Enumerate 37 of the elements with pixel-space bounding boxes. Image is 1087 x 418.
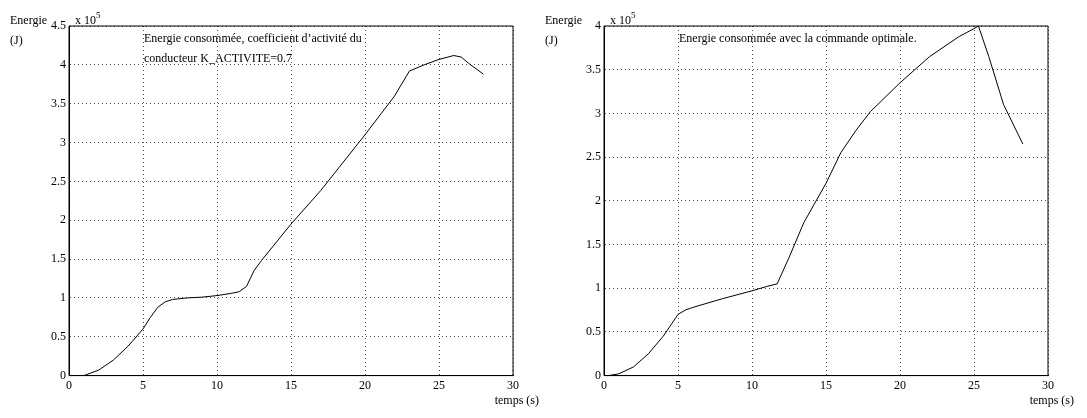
text: Energie consommée, coefficient d’activité du conducteur K_ACTIVITE=0.7 — [144, 31, 362, 65]
y-tick-label: 0 — [60, 367, 66, 382]
y-tick-label: 1 — [595, 280, 601, 295]
x-tick-label: 30 — [507, 377, 519, 392]
x-tick-label: 20 — [359, 377, 371, 392]
y-tick-label: 0 — [595, 367, 601, 382]
x-tick-label: 15 — [820, 377, 832, 392]
y-tick-label: 0.5 — [51, 328, 66, 343]
y-tick-label: 1.5 — [586, 236, 601, 251]
y-tick-label: 4.5 — [51, 18, 66, 33]
x-tick-label: 25 — [968, 377, 980, 392]
y-axis-title: Energie (J) — [10, 13, 48, 47]
x-tick-label: 10 — [746, 377, 758, 392]
x-tick-label: 15 — [285, 377, 297, 392]
y-tick-label: 4 — [595, 18, 601, 33]
chart-title: Energie consommée avec la commande optimale. — [679, 31, 917, 45]
y-tick-label: 1.5 — [51, 251, 66, 266]
y-tick-label: 4 — [60, 57, 66, 71]
y-axis-title: Energie (J) — [545, 13, 583, 47]
x-axis-title: temps (s) — [494, 393, 539, 407]
y-tick-label: 2.5 — [586, 149, 601, 164]
y-tick-label: 3 — [60, 134, 66, 149]
y-tick-label: 2.5 — [51, 173, 66, 188]
y-tick-label: 0.5 — [586, 324, 601, 339]
y-tick-label: 2 — [60, 212, 66, 227]
x-tick-label: 20 — [894, 377, 906, 392]
y-tick-label: 3.5 — [51, 95, 66, 110]
x-tick-label: 10 — [211, 377, 223, 392]
y-tick-label: 3.5 — [586, 61, 601, 76]
x-axis-title: temps (s) — [1029, 393, 1074, 407]
x-tick-label: 5 — [140, 377, 146, 392]
x-tick-label: 25 — [433, 377, 445, 392]
y-tick-label: 1 — [60, 290, 66, 305]
y-tick-label: 3 — [595, 105, 601, 120]
x-tick-label: 5 — [675, 377, 681, 392]
x-tick-label: 30 — [1042, 377, 1054, 392]
y-tick-label: 2 — [595, 192, 601, 207]
